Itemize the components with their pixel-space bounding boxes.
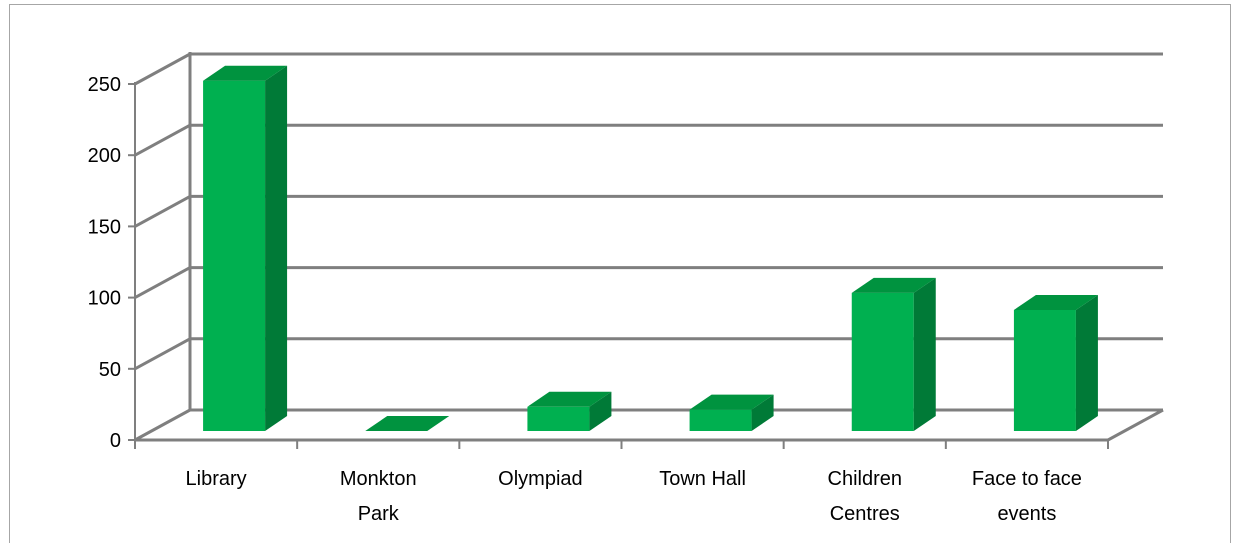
category-label: Park bbox=[358, 503, 400, 525]
bar-front bbox=[689, 409, 752, 431]
bar-front bbox=[851, 292, 914, 431]
bar-side bbox=[751, 394, 774, 431]
gridline-side bbox=[134, 408, 191, 442]
bar-side bbox=[1075, 294, 1098, 431]
bar-top bbox=[203, 65, 288, 81]
category-label: events bbox=[997, 503, 1056, 525]
y-tick-label: 0 bbox=[110, 430, 121, 452]
bar-top bbox=[689, 394, 774, 410]
axes bbox=[128, 83, 1164, 449]
bars bbox=[203, 65, 1098, 432]
bar-side bbox=[589, 391, 612, 431]
gridline-side bbox=[134, 266, 191, 299]
bar-front bbox=[1013, 309, 1076, 431]
category-label: Centres bbox=[830, 503, 900, 525]
gridline-side bbox=[134, 123, 191, 157]
floor-right-edge bbox=[1107, 408, 1164, 442]
category-label: Face to face bbox=[972, 468, 1082, 490]
category-label: Olympiad bbox=[498, 468, 582, 490]
bar bbox=[203, 65, 288, 432]
gridline-side bbox=[134, 52, 191, 86]
bar-top bbox=[851, 277, 936, 293]
y-tick-label: 50 bbox=[99, 359, 121, 381]
category-labels: Library Monkton Park Olympiad Town Hall Child… bbox=[186, 468, 1082, 525]
bar-front bbox=[527, 406, 590, 431]
bar-front bbox=[203, 80, 266, 432]
bar-top bbox=[527, 391, 612, 407]
bar bbox=[365, 416, 450, 431]
category-label: Children bbox=[828, 468, 902, 490]
y-tick-labels: 0 50 100 150 200 250 bbox=[88, 74, 121, 452]
bar bbox=[527, 391, 612, 431]
y-tick-label: 200 bbox=[88, 145, 121, 167]
gridline-side bbox=[134, 337, 191, 371]
bar bbox=[1013, 294, 1098, 431]
category-label: Monkton bbox=[340, 468, 417, 490]
y-tick-label: 100 bbox=[88, 288, 121, 310]
gridline-side bbox=[134, 195, 191, 228]
y-tick-label: 150 bbox=[88, 216, 121, 238]
bar bbox=[851, 277, 936, 431]
category-label: Town Hall bbox=[659, 468, 746, 490]
bar-top bbox=[365, 416, 450, 431]
y-tick-label: 250 bbox=[88, 74, 121, 96]
bar-top bbox=[1013, 294, 1098, 310]
category-label: Library bbox=[186, 468, 247, 490]
gridlines bbox=[134, 52, 1163, 442]
bar-side bbox=[265, 65, 288, 432]
bar-side bbox=[913, 277, 936, 431]
bar bbox=[689, 394, 774, 431]
